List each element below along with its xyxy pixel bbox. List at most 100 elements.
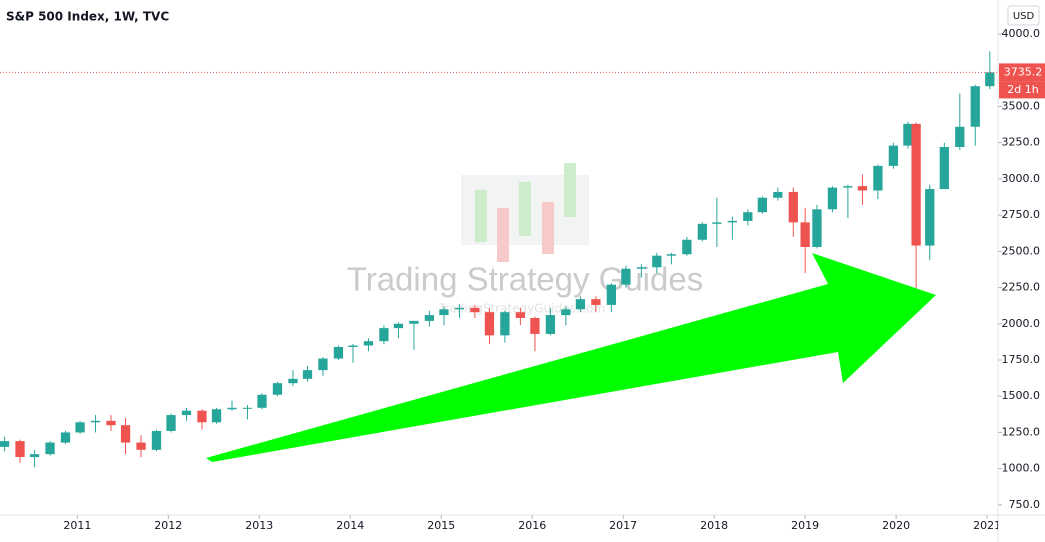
y-tick-label: 1000.0 <box>1002 462 1041 475</box>
candle-body <box>363 341 374 346</box>
candle-body <box>106 420 116 426</box>
candle-body <box>530 317 540 334</box>
candle-body <box>379 328 389 342</box>
x-tick-label: 2011 <box>63 519 91 532</box>
y-tick-label: 1250.0 <box>1002 425 1041 438</box>
candle-body <box>757 197 768 213</box>
candle-body <box>242 407 253 409</box>
y-tick-label: 2500.0 <box>1002 244 1041 257</box>
candle-body <box>302 370 313 379</box>
candle-body <box>591 299 601 305</box>
candle-body <box>843 186 853 188</box>
candle-body <box>888 145 899 166</box>
trend-arrow <box>206 253 936 462</box>
y-tick-label: 1750.0 <box>1002 353 1041 366</box>
candle-body <box>500 312 510 336</box>
candle-body <box>60 432 71 443</box>
axes: 750.0 1000.0 1250.0 1500.0 1750.0 2000.0 2250.… <box>0 27 1045 532</box>
candle-body <box>151 430 162 450</box>
candle-body <box>925 189 935 246</box>
candle-body <box>712 222 722 224</box>
candle-body <box>621 268 631 285</box>
candle-body <box>800 222 810 247</box>
candle-body <box>545 315 556 334</box>
candle-body <box>743 212 753 221</box>
candle-body <box>812 209 822 247</box>
candle-body <box>666 254 677 256</box>
x-tick-label: 2016 <box>518 519 546 532</box>
candle-body <box>197 410 207 423</box>
y-tick-label: 3250.0 <box>1002 136 1041 149</box>
y-tick-label: 3000.0 <box>1002 172 1041 185</box>
y-tick-label: 1500.0 <box>1002 389 1041 402</box>
currency: USD <box>1013 11 1035 22</box>
candle-body <box>409 320 419 324</box>
candle-body <box>318 358 328 371</box>
x-tick-label: 2019 <box>791 519 819 532</box>
y-tick-label: 2250.0 <box>1002 281 1041 294</box>
countdown-box <box>999 81 1045 99</box>
candle-body <box>652 255 662 268</box>
x-tick-label: 2018 <box>700 519 728 532</box>
candle-body <box>181 410 192 416</box>
candle-body <box>939 147 949 190</box>
y-tick-label: 2000.0 <box>1002 317 1041 330</box>
x-axis: 2011 2012 2013 2014 2015 2016 2017 2018 2019 2020… <box>63 515 1001 532</box>
candle-body <box>911 123 921 246</box>
candle-body <box>857 186 868 191</box>
candle-body <box>15 441 25 458</box>
x-tick-label: 2012 <box>154 519 182 532</box>
candle-body <box>288 378 298 384</box>
candle-body <box>45 442 55 455</box>
candle-body <box>697 223 707 240</box>
candle-body <box>227 407 237 410</box>
watermark-logo <box>461 163 589 262</box>
candle-body <box>439 309 449 316</box>
last-price-box <box>999 63 1045 82</box>
candle-body <box>561 309 571 316</box>
x-tick-label: 2021 <box>973 519 1001 532</box>
candle-body <box>827 187 838 210</box>
candle-body <box>606 284 616 305</box>
candle-body <box>136 442 146 450</box>
candle-body <box>484 312 495 336</box>
candle-body <box>348 345 358 347</box>
candle-body <box>120 425 131 443</box>
y-tick-label: 4000.0 <box>1002 27 1041 40</box>
candle-body <box>272 383 283 395</box>
candle-body <box>903 123 913 146</box>
candle-body <box>29 454 40 458</box>
candle-body <box>682 239 692 255</box>
candle-body <box>211 409 222 423</box>
currency-box[interactable] <box>1007 5 1040 26</box>
candle-body <box>393 323 404 329</box>
candle-body <box>257 394 267 408</box>
x-tick-label: 2013 <box>245 519 273 532</box>
chart-title: S&P 500 Index, 1W, TVC <box>6 10 169 24</box>
candle-body <box>424 315 435 321</box>
x-tick-label: 2020 <box>882 519 910 532</box>
y-tick-label: 2750.0 <box>1002 208 1041 221</box>
candle-body <box>333 346 344 359</box>
candle-body <box>873 165 883 191</box>
candle-body <box>985 72 995 87</box>
candle-body <box>970 86 980 127</box>
last-price-label: 3735.2 <box>1004 65 1043 78</box>
x-tick-label: 2015 <box>427 519 455 532</box>
candles <box>0 51 995 468</box>
candle-body <box>788 191 798 223</box>
candle-body <box>955 126 965 148</box>
y-tick-label: 3500.0 <box>1002 99 1041 112</box>
candle-body <box>575 299 586 310</box>
y-tick-label: 750.0 <box>1009 498 1041 511</box>
candle-body <box>636 267 647 269</box>
candle-body <box>727 220 737 223</box>
candle-body <box>470 307 480 313</box>
candle-body <box>166 415 176 431</box>
candle-body <box>0 441 10 447</box>
candle-body <box>773 191 783 198</box>
watermark: Trading Strategy Guides <box>347 261 703 298</box>
x-tick-label: 2017 <box>609 519 637 532</box>
